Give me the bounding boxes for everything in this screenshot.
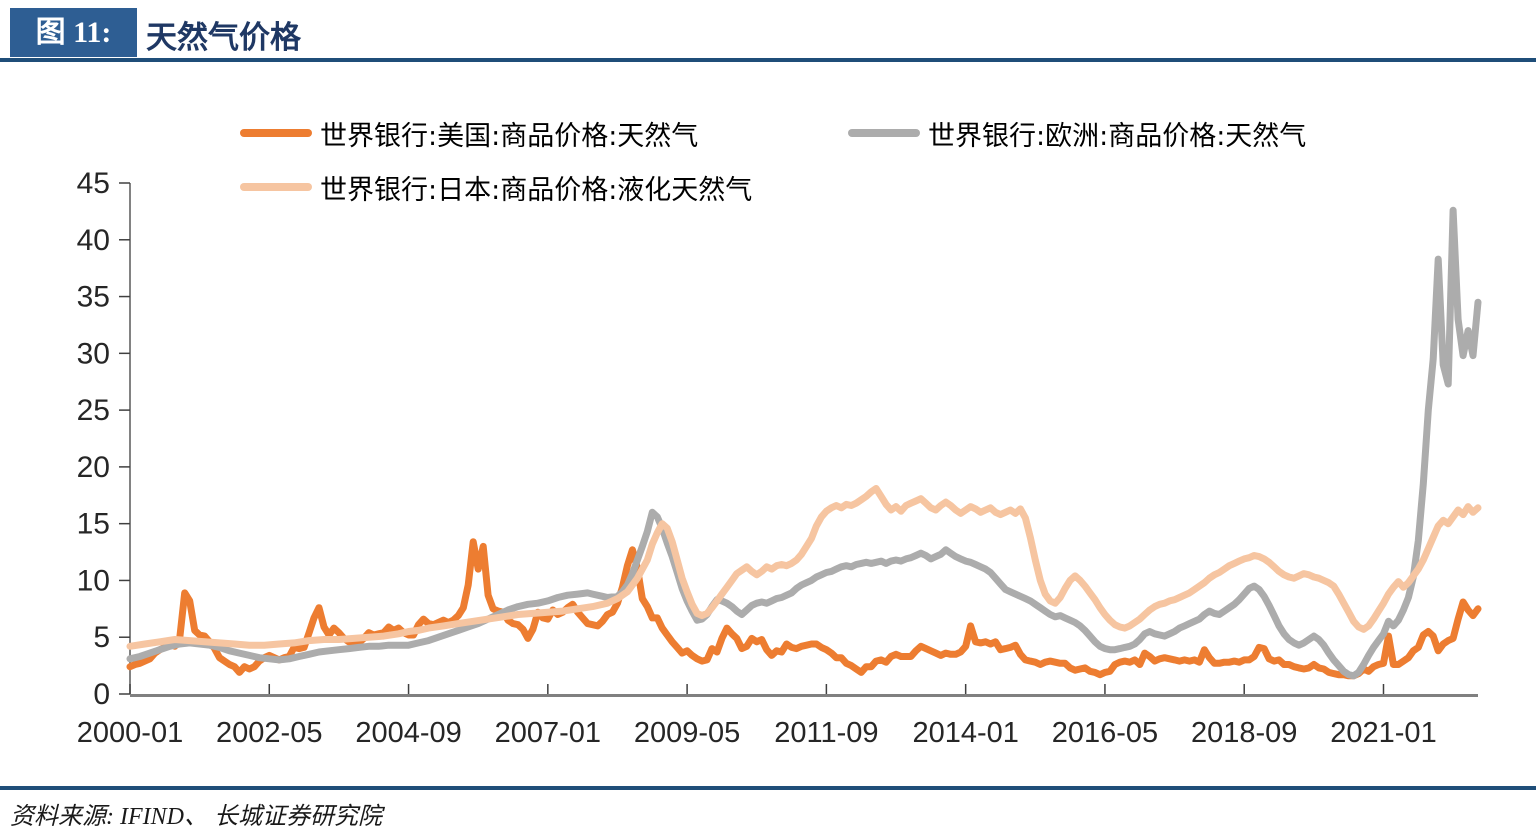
y-tick-label: 45 xyxy=(77,167,110,200)
footer-divider xyxy=(0,786,1536,790)
legend-item-europe: 世界银行:欧洲:商品价格:天然气 xyxy=(848,116,1307,152)
y-tick-label: 5 xyxy=(93,621,110,654)
line-chart: 0 5 10 15 20 25 30 35 40 45 2000-01 2002-05 2004-09 2… xyxy=(77,167,1482,749)
data-source-note: 资料来源: IFIND、 长城证券研究院 xyxy=(10,804,382,830)
legend-swatch-us xyxy=(240,129,312,137)
legend-item-japan: 世界银行:日本:商品价格:液化天然气 xyxy=(240,170,753,206)
x-tick-label: 2004-09 xyxy=(355,717,461,749)
x-tick-label: 2014-01 xyxy=(912,717,1018,749)
x-tick-label: 2009-05 xyxy=(634,717,740,749)
x-tick-label: 2002-05 xyxy=(216,717,322,749)
legend-item-us: 世界银行:美国:商品价格:天然气 xyxy=(240,116,699,152)
legend-label-europe: 世界银行:欧洲:商品价格:天然气 xyxy=(928,120,1307,152)
series-line-0 xyxy=(126,538,1482,680)
series-line-2 xyxy=(126,485,1482,650)
figure-number-label: 图 11: xyxy=(35,16,112,49)
x-tick-label: 2007-01 xyxy=(495,717,601,749)
header-divider xyxy=(0,58,1536,62)
legend-label-japan: 世界银行:日本:商品价格:液化天然气 xyxy=(320,174,753,206)
figure-title: 天然气价格 xyxy=(146,20,301,56)
x-tick-label: 2016-05 xyxy=(1052,717,1158,749)
x-tick-label: 2021-01 xyxy=(1330,717,1436,749)
y-tick-label: 0 xyxy=(93,678,110,711)
y-tick-label: 10 xyxy=(77,564,110,597)
y-tick-label: 20 xyxy=(77,451,110,484)
x-tick-label: 2011-09 xyxy=(774,717,878,749)
y-tick-label: 25 xyxy=(77,394,110,427)
y-tick-label: 35 xyxy=(77,281,110,314)
legend-swatch-europe xyxy=(848,129,920,137)
figure-number-badge: 图 11: xyxy=(10,8,137,57)
legend-label-us: 世界银行:美国:商品价格:天然气 xyxy=(320,120,699,152)
y-tick-label: 30 xyxy=(77,337,110,370)
y-tick-label: 40 xyxy=(77,224,110,257)
x-tick-label: 2000-01 xyxy=(77,717,183,749)
x-tick-label: 2018-09 xyxy=(1191,717,1297,749)
series-line-1 xyxy=(126,206,1482,680)
legend-swatch-japan xyxy=(240,183,312,191)
y-tick-label: 15 xyxy=(77,508,110,541)
